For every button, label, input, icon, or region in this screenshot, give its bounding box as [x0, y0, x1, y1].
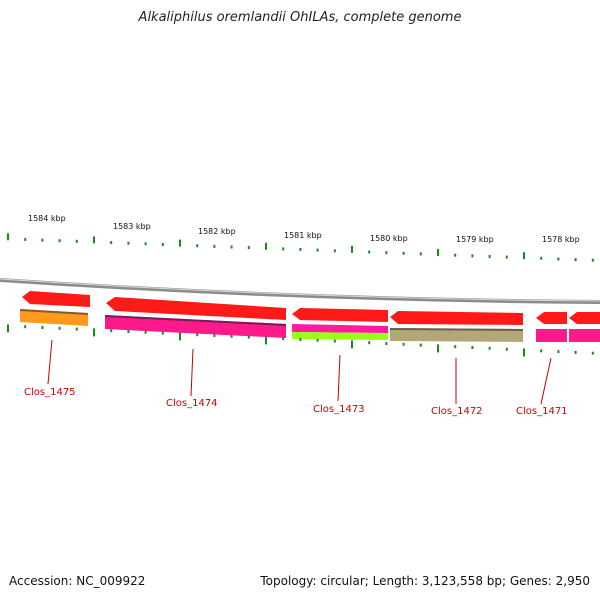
gene-label-clos-1472[interactable]: Clos_1472: [431, 406, 483, 417]
map-title: Alkaliphilus oremlandii OhILAs, complete…: [138, 10, 462, 25]
ruler-labels: 1584 kbp 1583 kbp 1582 kbp 1581 kbp 1580 kbp…: [28, 214, 580, 244]
gene-arrow-clos-1474[interactable]: [106, 297, 286, 320]
category-band-clos-1472-edge: [390, 328, 523, 331]
ruler-label: 1584 kbp: [28, 214, 66, 223]
accession-text: Accession: NC_009922: [9, 574, 146, 588]
gene-label-clos-1475[interactable]: Clos_1475: [24, 387, 76, 398]
category-band-clos-1473-secondary: [292, 332, 388, 340]
label-leaders: [47, 339, 552, 405]
gene-label-clos-1471[interactable]: Clos_1471: [516, 406, 568, 417]
gene-labels: Clos_1475 Clos_1474 Clos_1473 Clos_1472 …: [24, 387, 568, 417]
category-band-clos-1473: [292, 324, 388, 333]
gene-label-clos-1473[interactable]: Clos_1473: [313, 404, 365, 415]
category-band-next: [569, 329, 600, 342]
category-band-clos-1475-edge: [20, 309, 88, 315]
leader-clos-1473: [337, 354, 341, 402]
category-band-clos-1474: [105, 315, 286, 338]
ruler-ticks-outer: [7, 233, 594, 262]
gene-arrow-clos-1473[interactable]: [292, 308, 388, 322]
ruler-label: 1578 kbp: [542, 235, 580, 244]
backbone-line: [0, 278, 600, 304]
leader-clos-1474: [190, 348, 194, 397]
ruler-label: 1579 kbp: [456, 235, 494, 244]
leader-clos-1475: [47, 339, 53, 385]
ruler-label: 1581 kbp: [284, 231, 322, 240]
gene-arrow-next[interactable]: [569, 312, 600, 324]
category-bands: [20, 309, 600, 342]
category-band-clos-1474-edge: [105, 315, 286, 326]
ruler-label: 1580 kbp: [370, 234, 408, 243]
gene-arrow-clos-1471[interactable]: [536, 312, 567, 324]
category-band-clos-1472: [390, 328, 523, 342]
backbone-line-highlight: [0, 278, 600, 302]
gene-arrow-clos-1475[interactable]: [22, 291, 90, 307]
genome-summary-text: Topology: circular; Length: 3,123,558 bp…: [260, 574, 590, 588]
ruler-label: 1583 kbp: [113, 222, 151, 231]
ruler-label: 1582 kbp: [198, 227, 236, 236]
gene-arrows: [22, 291, 600, 325]
category-band-clos-1471: [536, 329, 567, 342]
gene-arrow-clos-1472[interactable]: [390, 311, 523, 325]
leader-clos-1471: [540, 357, 552, 405]
ruler-ticks-inner: [7, 324, 594, 357]
gene-label-clos-1474[interactable]: Clos_1474: [166, 398, 218, 409]
